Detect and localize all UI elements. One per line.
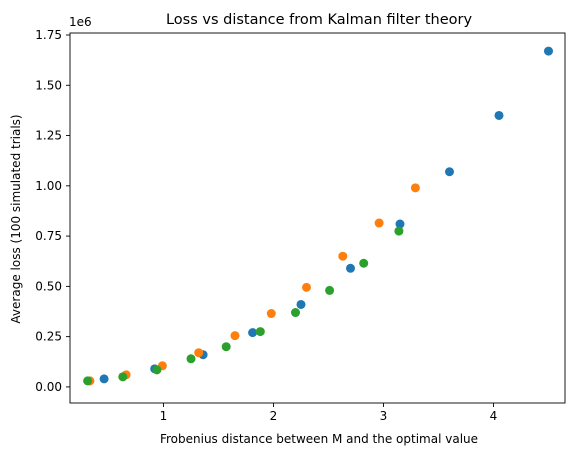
data-point (221, 342, 231, 352)
data-point (374, 218, 384, 228)
data-point (83, 376, 93, 386)
data-point (291, 308, 300, 318)
data-point (395, 219, 405, 229)
y-tick-label: 1.25 (35, 129, 62, 143)
data-point (118, 372, 128, 382)
data-point (394, 226, 404, 236)
data-point (410, 183, 420, 193)
data-point (230, 331, 240, 341)
series-1 (85, 46, 553, 386)
data-point (152, 365, 162, 375)
series-3 (83, 226, 404, 386)
x-axis: 1 2 3 4 (160, 403, 498, 423)
y-axis: 0.00 0.25 0.50 0.75 1.00 1.25 1.50 1.75 (35, 28, 70, 394)
y-tick-label: 1.75 (35, 28, 62, 42)
plot-frame (69, 32, 566, 404)
data-point (302, 282, 311, 292)
series-2 (85, 183, 420, 386)
x-tick-label: 4 (490, 409, 498, 423)
data-point (194, 348, 204, 358)
data-point (99, 374, 109, 384)
data-point (544, 46, 553, 56)
y-axis-label: Average loss (100 simulated trials) (9, 114, 23, 323)
chart-title: Loss vs distance from Kalman filter theo… (166, 12, 473, 28)
data-point (186, 354, 196, 364)
data-point (266, 309, 276, 319)
y-offset-label: 1e6 (69, 15, 92, 29)
data-point (338, 251, 348, 261)
y-tick-label: 0.75 (35, 229, 62, 243)
data-point (494, 110, 504, 120)
y-tick-label: 1.00 (35, 179, 62, 193)
x-axis-label: Frobenius distance between M and the opt… (160, 432, 478, 446)
data-point (346, 263, 355, 273)
x-tick-label: 2 (270, 409, 278, 423)
y-tick-label: 0.00 (35, 380, 62, 394)
y-tick-label: 1.50 (35, 78, 62, 92)
data-point (325, 285, 335, 295)
plot-area (83, 46, 553, 386)
y-tick-label: 0.25 (35, 330, 62, 344)
x-tick-label: 1 (160, 409, 168, 423)
x-tick-label: 3 (380, 409, 388, 423)
data-point (255, 327, 265, 337)
data-point (359, 258, 369, 268)
data-point (445, 167, 454, 177)
data-point (248, 328, 258, 338)
y-tick-label: 0.50 (35, 279, 62, 293)
data-point (296, 299, 306, 309)
